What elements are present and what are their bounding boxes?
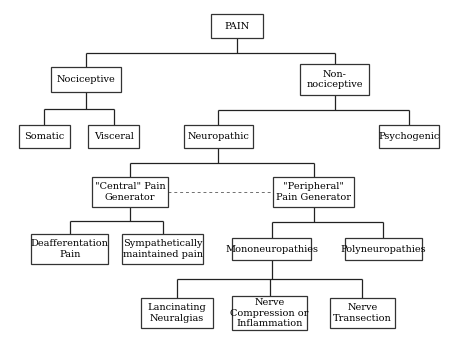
FancyBboxPatch shape [232,238,311,261]
Text: Non-
nociceptive: Non- nociceptive [306,70,363,89]
FancyBboxPatch shape [300,64,369,95]
FancyBboxPatch shape [211,13,263,38]
Text: Deafferentation
Pain: Deafferentation Pain [31,239,109,259]
FancyBboxPatch shape [183,125,253,148]
FancyBboxPatch shape [31,234,108,264]
FancyBboxPatch shape [18,125,70,148]
FancyBboxPatch shape [51,67,121,92]
Text: Somatic: Somatic [24,132,64,141]
Text: Mononeuropathies: Mononeuropathies [225,245,319,254]
Text: "Central" Pain
Generator: "Central" Pain Generator [95,183,165,202]
FancyBboxPatch shape [88,125,139,148]
FancyBboxPatch shape [330,298,395,328]
Text: Nociceptive: Nociceptive [57,75,115,84]
Text: "Peripheral"
Pain Generator: "Peripheral" Pain Generator [276,183,351,202]
Text: Nerve
Transection: Nerve Transection [333,304,392,323]
FancyBboxPatch shape [122,234,203,264]
FancyBboxPatch shape [92,177,168,207]
FancyBboxPatch shape [141,298,213,328]
Text: PAIN: PAIN [224,22,250,30]
FancyBboxPatch shape [379,125,439,148]
Text: Lancinating
Neuralgias: Lancinating Neuralgias [147,304,206,323]
Text: Visceral: Visceral [94,132,134,141]
Text: Psychogenic: Psychogenic [378,132,439,141]
FancyBboxPatch shape [273,177,354,207]
FancyBboxPatch shape [232,296,307,330]
Text: Neuropathic: Neuropathic [188,132,249,141]
FancyBboxPatch shape [345,238,422,261]
Text: Sympathetically
maintained pain: Sympathetically maintained pain [123,239,203,259]
Text: Polyneuropathies: Polyneuropathies [340,245,426,254]
Text: Nerve
Compression or
Inflammation: Nerve Compression or Inflammation [230,298,309,328]
